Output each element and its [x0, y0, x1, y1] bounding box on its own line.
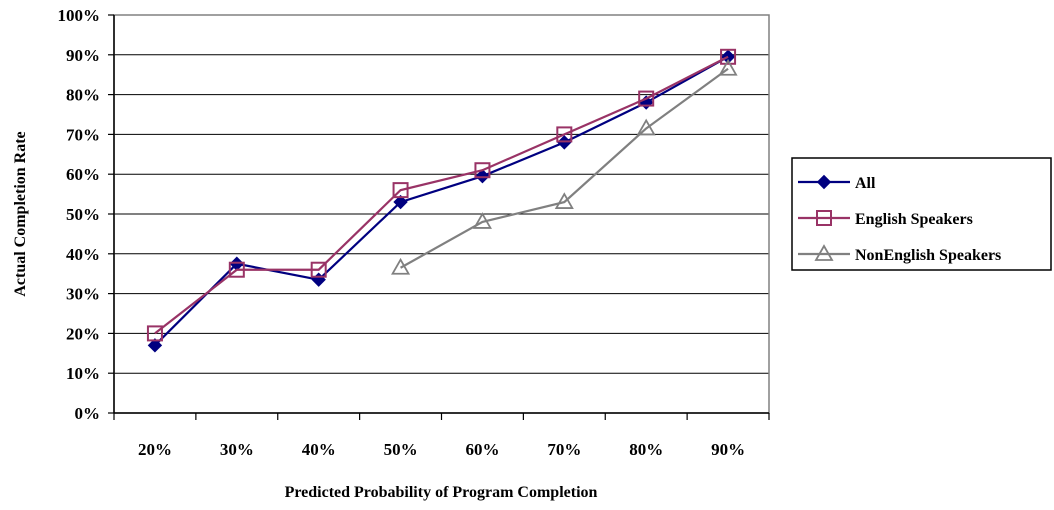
- data-point-english-speakers: [310, 261, 327, 278]
- data-point-all: [147, 338, 163, 353]
- legend-marker-english-speakers: [816, 210, 832, 226]
- y-tick-labels: 0% 10% 20% 30% 40% 50% 60% 70% 80% 90% 100%: [58, 6, 101, 423]
- legend-marker-nonenglish-speakers: [814, 244, 834, 261]
- series-line-all: [154, 55, 729, 347]
- data-point-english-speakers: [720, 48, 737, 65]
- legend-label-all: All: [855, 175, 876, 192]
- x-tick-label: 50%: [384, 440, 418, 459]
- data-point-nonenglish-speakers: [472, 212, 492, 229]
- data-point-english-speakers: [228, 261, 245, 278]
- series-layer: [146, 48, 738, 353]
- data-point-english-speakers: [474, 162, 491, 179]
- y-tick-label: 10%: [66, 364, 100, 383]
- data-point-nonenglish-speakers: [554, 192, 574, 209]
- data-point-all: [393, 194, 408, 210]
- legend-box: [791, 157, 1052, 271]
- x-tick-label: 80%: [629, 440, 663, 459]
- series-english-speakers: [146, 48, 737, 342]
- data-point-english-speakers: [146, 325, 163, 342]
- x-tick-label: 30%: [220, 440, 254, 459]
- y-tick-label: 0%: [75, 404, 101, 423]
- x-axis-title: Predicted Probability of Program Complet…: [285, 484, 598, 501]
- series-all: [147, 49, 736, 353]
- x-tick-label: 70%: [547, 440, 581, 459]
- axes: [108, 14, 770, 420]
- y-axis-title: Actual Completion Rate: [12, 131, 29, 296]
- legend-label-english-speakers: English Speakers: [855, 211, 973, 228]
- y-tick-label: 20%: [66, 324, 100, 343]
- x-tick-label: 40%: [302, 440, 336, 459]
- x-tick-label: 20%: [138, 440, 172, 459]
- y-tick-label: 50%: [66, 205, 100, 224]
- y-tick-label: 60%: [66, 165, 100, 184]
- x-tick-label: 60%: [465, 440, 499, 459]
- x-tick-labels: 20% 30% 40% 50% 60% 70% 80% 90%: [138, 440, 745, 459]
- data-point-english-speakers: [638, 90, 655, 107]
- y-tick-label: 80%: [66, 86, 100, 105]
- y-tick-label: 90%: [66, 46, 100, 65]
- y-tick-label: 100%: [58, 6, 101, 25]
- data-point-nonenglish-speakers: [718, 58, 738, 76]
- legend-label-nonenglish-speakers: NonEnglish Speakers: [855, 247, 1001, 264]
- legend-marker-all: [816, 174, 832, 190]
- legend-item-english-speakers: English Speakers: [798, 210, 973, 228]
- data-point-all: [475, 168, 490, 184]
- y-tick-label: 70%: [66, 125, 100, 144]
- data-point-nonenglish-speakers: [391, 257, 411, 275]
- data-point-nonenglish-speakers: [636, 118, 656, 136]
- series-nonenglish-speakers: [391, 58, 738, 275]
- y-tick-label: 40%: [66, 245, 100, 264]
- series-line-nonenglish-speakers: [400, 67, 729, 269]
- legend-item-all: All: [798, 174, 876, 192]
- data-point-english-speakers: [556, 126, 573, 143]
- legend-item-nonenglish-speakers: NonEnglish Speakers: [798, 244, 1001, 264]
- series-line-english-speakers: [154, 55, 729, 335]
- data-point-english-speakers: [392, 182, 409, 199]
- legend: All English Speakers NonEnglish Speakers: [791, 157, 1052, 271]
- x-tick-label: 90%: [711, 440, 745, 459]
- y-tick-label: 30%: [66, 285, 100, 304]
- gridlines: [114, 54, 769, 374]
